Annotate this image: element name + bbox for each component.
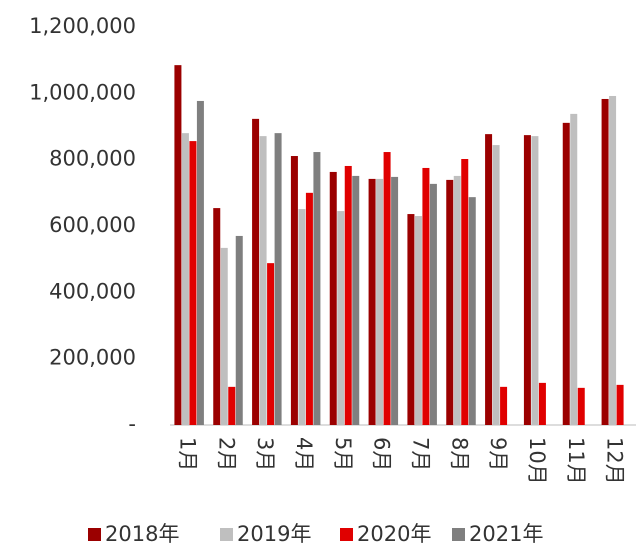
bar — [500, 386, 508, 425]
bar — [213, 208, 221, 425]
bar — [531, 136, 539, 425]
x-tick-label: 7月 — [408, 437, 432, 471]
x-tick-label: 8月 — [447, 437, 471, 471]
legend-label: 2018年 — [105, 522, 179, 546]
x-tick-label: 9月 — [486, 437, 510, 471]
bar — [196, 100, 204, 425]
x-tick-label: 3月 — [253, 437, 277, 471]
bar — [235, 235, 243, 425]
bar — [429, 183, 437, 425]
y-tick-label: 400,000 — [49, 279, 136, 303]
bar — [577, 387, 585, 425]
x-tick-label: 1月 — [175, 437, 199, 471]
x-tick-label: 10月 — [525, 437, 549, 485]
x-tick-label: 11月 — [564, 437, 588, 485]
bar — [352, 175, 360, 425]
bar — [468, 197, 476, 425]
y-tick-label: 1,200,000 — [29, 14, 136, 38]
legend-swatch — [452, 528, 465, 541]
bar — [453, 175, 461, 425]
legend-swatch — [340, 528, 353, 541]
y-tick-label: 800,000 — [49, 147, 136, 171]
bar — [313, 152, 321, 425]
bar — [267, 263, 275, 425]
bar — [329, 171, 337, 425]
y-tick-label: 1,000,000 — [29, 80, 136, 104]
x-tick-label: 12月 — [603, 437, 627, 485]
bar — [407, 214, 415, 425]
bar — [181, 133, 189, 425]
x-tick-label: 6月 — [370, 437, 394, 471]
legend-swatch — [88, 528, 101, 541]
x-tick-label: 2月 — [214, 437, 238, 471]
y-tick-label: 200,000 — [49, 346, 136, 370]
x-tick-label: 5月 — [331, 437, 355, 471]
bar — [492, 145, 500, 425]
bar — [414, 216, 422, 425]
bar — [616, 384, 624, 425]
bar — [523, 135, 531, 425]
bar — [274, 133, 282, 425]
legend-swatch — [220, 528, 233, 541]
bar — [337, 211, 345, 425]
bar — [189, 141, 197, 426]
bar — [461, 159, 469, 425]
bar — [601, 98, 609, 425]
bar — [174, 65, 182, 426]
bar — [368, 178, 376, 425]
bar — [562, 122, 570, 425]
bar — [298, 209, 306, 425]
bar — [609, 95, 617, 425]
x-tick-label: 4月 — [292, 437, 316, 471]
bar — [252, 118, 260, 425]
bar — [305, 192, 313, 425]
bar — [422, 167, 430, 426]
legend-label: 2021年 — [469, 522, 543, 546]
bar — [259, 136, 267, 425]
legend-label: 2020年 — [357, 522, 431, 546]
bar — [290, 156, 298, 426]
y-tick-label: - — [128, 412, 136, 436]
y-tick-label: 600,000 — [49, 213, 136, 237]
bar — [570, 113, 578, 425]
bar — [446, 179, 454, 425]
bar — [538, 382, 546, 425]
bar — [228, 386, 236, 425]
bar — [220, 247, 228, 425]
bar — [344, 165, 352, 426]
bar — [376, 178, 384, 425]
legend-label: 2019年 — [237, 522, 311, 546]
bar — [391, 176, 399, 425]
bar — [383, 152, 391, 425]
bar — [485, 134, 493, 425]
